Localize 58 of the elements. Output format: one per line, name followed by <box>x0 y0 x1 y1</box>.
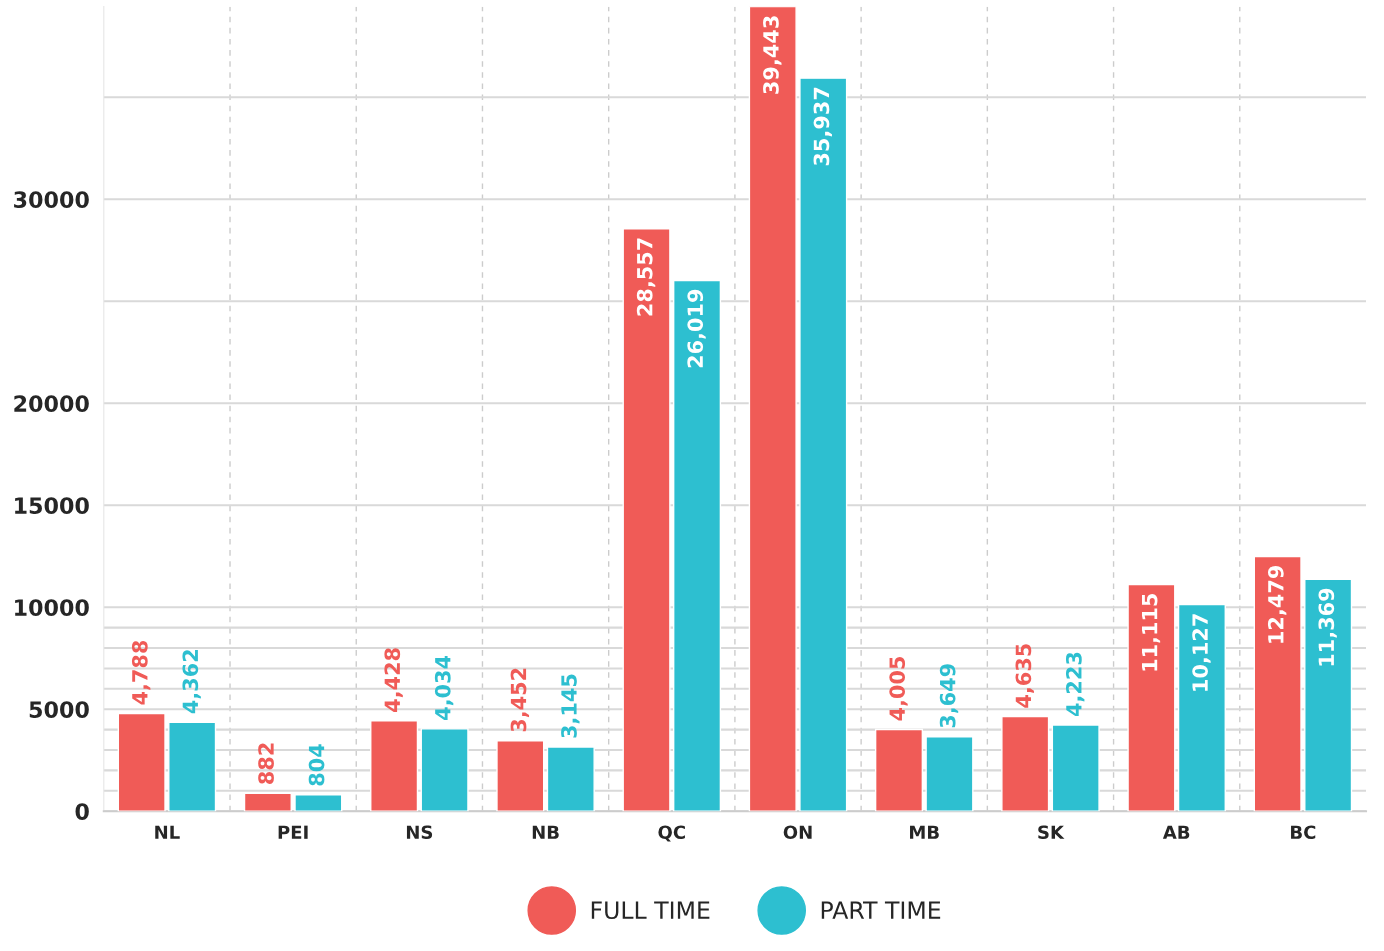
bar <box>294 794 343 812</box>
bar <box>168 721 217 812</box>
bar <box>622 228 671 812</box>
bar <box>370 720 419 812</box>
y-tick-label: 10000 <box>15 599 89 616</box>
bar <box>496 740 545 812</box>
y-tick-label: 20000 <box>14 395 89 413</box>
x-tick-label: MB <box>910 825 939 839</box>
bar <box>1127 583 1176 812</box>
data-label: 26,019 <box>687 289 706 368</box>
x-tick-label: QC <box>658 825 685 842</box>
data-label: 39,443 <box>763 16 782 94</box>
data-label: 3,452 <box>510 668 530 732</box>
data-label: 11,115 <box>1141 593 1161 671</box>
data-label: 35,937 <box>813 87 832 166</box>
data-label: 4,428 <box>384 648 403 712</box>
data-label: 3,649 <box>939 664 959 728</box>
y-tick-label: 0 <box>75 803 89 820</box>
legend-label: FULL TIME <box>591 901 710 920</box>
x-tick-label: PEI <box>278 825 308 839</box>
bar <box>1304 578 1353 812</box>
y-tick-label: 30000 <box>14 191 89 209</box>
y-tick-label: 5000 <box>29 701 89 718</box>
data-label: 882 <box>258 743 274 784</box>
data-label: 10,127 <box>1192 614 1211 691</box>
bar <box>1177 603 1226 812</box>
data-label: 11,369 <box>1318 588 1337 666</box>
x-tick-label: NB <box>532 825 559 839</box>
data-label: 804 <box>308 744 325 786</box>
x-tick-label: AB <box>1162 825 1190 839</box>
bar <box>1051 724 1100 812</box>
x-tick-label: ON <box>783 825 812 840</box>
bar <box>799 77 848 812</box>
x-tick-label: NL <box>155 825 180 839</box>
bar <box>117 712 166 812</box>
data-label: 12,479 <box>1267 566 1287 643</box>
data-label: 4,362 <box>182 650 201 714</box>
bar <box>874 728 924 812</box>
x-tick-label: SK <box>1038 825 1065 840</box>
data-label: 4,005 <box>889 657 908 721</box>
bar <box>1253 555 1302 812</box>
legend-label: PART TIME <box>821 901 941 919</box>
data-label: 4,223 <box>1065 652 1085 717</box>
bar <box>748 6 797 812</box>
bar <box>672 279 722 812</box>
bar <box>1001 715 1050 812</box>
data-label: 3,145 <box>561 674 580 738</box>
bar <box>243 792 292 812</box>
x-tick-label: BC <box>1291 825 1316 840</box>
data-label: 4,034 <box>434 655 454 720</box>
x-tick-label: NS <box>406 825 433 840</box>
bar <box>925 736 974 812</box>
data-label: 28,557 <box>636 238 656 316</box>
data-label: 4,635 <box>1015 644 1034 708</box>
y-tick-label: 15000 <box>15 497 89 514</box>
data-label: 4,788 <box>131 640 151 705</box>
bar <box>420 728 469 812</box>
bar <box>546 746 595 812</box>
